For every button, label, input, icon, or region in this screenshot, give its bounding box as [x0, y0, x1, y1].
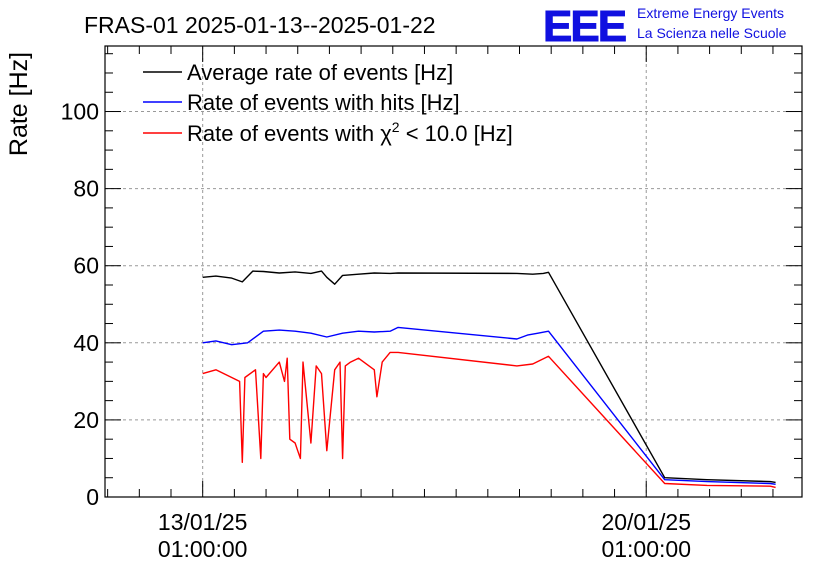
- y-tick-label: 80: [73, 176, 99, 202]
- x-tick-label-time: 01:00:00: [158, 536, 248, 562]
- eee-logo: EEE Extreme Energy Events La Scienza nel…: [543, 2, 787, 52]
- legend-chi2-prefix: Rate of events with: [187, 121, 380, 146]
- eee-logo-line1: Extreme Energy Events: [637, 5, 784, 21]
- legend-chi2-symbol: χ: [380, 121, 392, 146]
- y-tick-label: 20: [73, 407, 99, 433]
- legend-chi2-exponent: 2: [392, 119, 400, 135]
- y-tick-labels: 0 20 40 60 80 100: [61, 99, 99, 510]
- x-tick-label-date: 20/01/25: [601, 509, 691, 535]
- y-tick-label: 40: [73, 330, 99, 356]
- y-tick-label: 100: [61, 99, 99, 125]
- legend-chi2-suffix: < 10.0 [Hz]: [400, 121, 513, 146]
- y-tick-label: 60: [73, 253, 99, 279]
- x-tick-label-time: 01:00:00: [601, 536, 691, 562]
- series-chi2-rate: [202, 351, 776, 489]
- legend-label-hits: Rate of events with hits [Hz]: [187, 90, 460, 115]
- y-axis-label: Rate [Hz]: [5, 52, 33, 156]
- series-average-rate: [202, 270, 776, 484]
- eee-logo-line2: La Scienza nelle Scuole: [637, 25, 787, 41]
- series-layer: [202, 270, 776, 489]
- legend-label-chi2: Rate of events with χ2 < 10.0 [Hz]: [187, 119, 513, 146]
- legend: Average rate of events [Hz] Rate of even…: [143, 60, 513, 146]
- x-tick-label-date: 13/01/25: [158, 509, 248, 535]
- y-tick-label: 0: [86, 484, 99, 510]
- eee-logo-mark: EEE: [543, 2, 626, 51]
- plot-frame: [104, 45, 803, 498]
- series-hits-rate: [202, 326, 776, 485]
- legend-label-avg: Average rate of events [Hz]: [187, 60, 453, 85]
- chart-title: FRAS-01 2025-01-13--2025-01-22: [84, 12, 436, 38]
